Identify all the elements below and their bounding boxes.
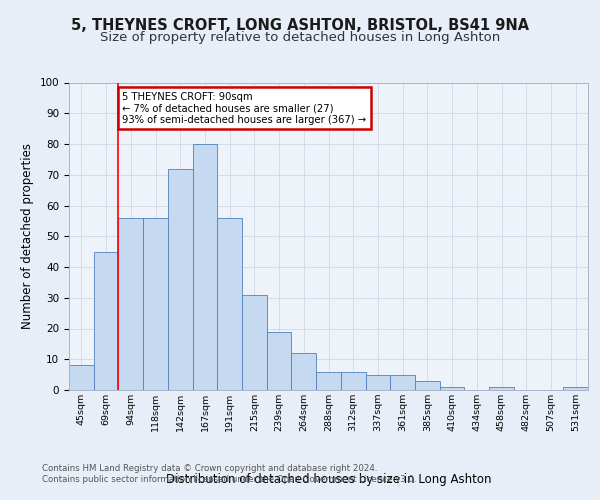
Bar [292, 353, 316, 390]
X-axis label: Distribution of detached houses by size in Long Ashton: Distribution of detached houses by size … [166, 473, 491, 486]
Bar [563, 387, 588, 390]
Text: Contains public sector information licensed under the Open Government Licence v3: Contains public sector information licen… [42, 475, 416, 484]
Bar [193, 144, 217, 390]
Y-axis label: Number of detached properties: Number of detached properties [21, 143, 34, 329]
Text: Contains HM Land Registry data © Crown copyright and database right 2024.: Contains HM Land Registry data © Crown c… [42, 464, 377, 473]
Bar [267, 332, 292, 390]
Bar [316, 372, 341, 390]
Bar [341, 372, 365, 390]
Bar [390, 374, 415, 390]
Bar [365, 374, 390, 390]
Bar [118, 218, 143, 390]
Bar [440, 387, 464, 390]
Text: 5 THEYNES CROFT: 90sqm
← 7% of detached houses are smaller (27)
93% of semi-deta: 5 THEYNES CROFT: 90sqm ← 7% of detached … [122, 92, 366, 125]
Text: 5, THEYNES CROFT, LONG ASHTON, BRISTOL, BS41 9NA: 5, THEYNES CROFT, LONG ASHTON, BRISTOL, … [71, 18, 529, 32]
Bar [489, 387, 514, 390]
Bar [415, 381, 440, 390]
Bar [94, 252, 118, 390]
Text: Size of property relative to detached houses in Long Ashton: Size of property relative to detached ho… [100, 31, 500, 44]
Bar [143, 218, 168, 390]
Bar [168, 168, 193, 390]
Bar [69, 366, 94, 390]
Bar [242, 294, 267, 390]
Bar [217, 218, 242, 390]
